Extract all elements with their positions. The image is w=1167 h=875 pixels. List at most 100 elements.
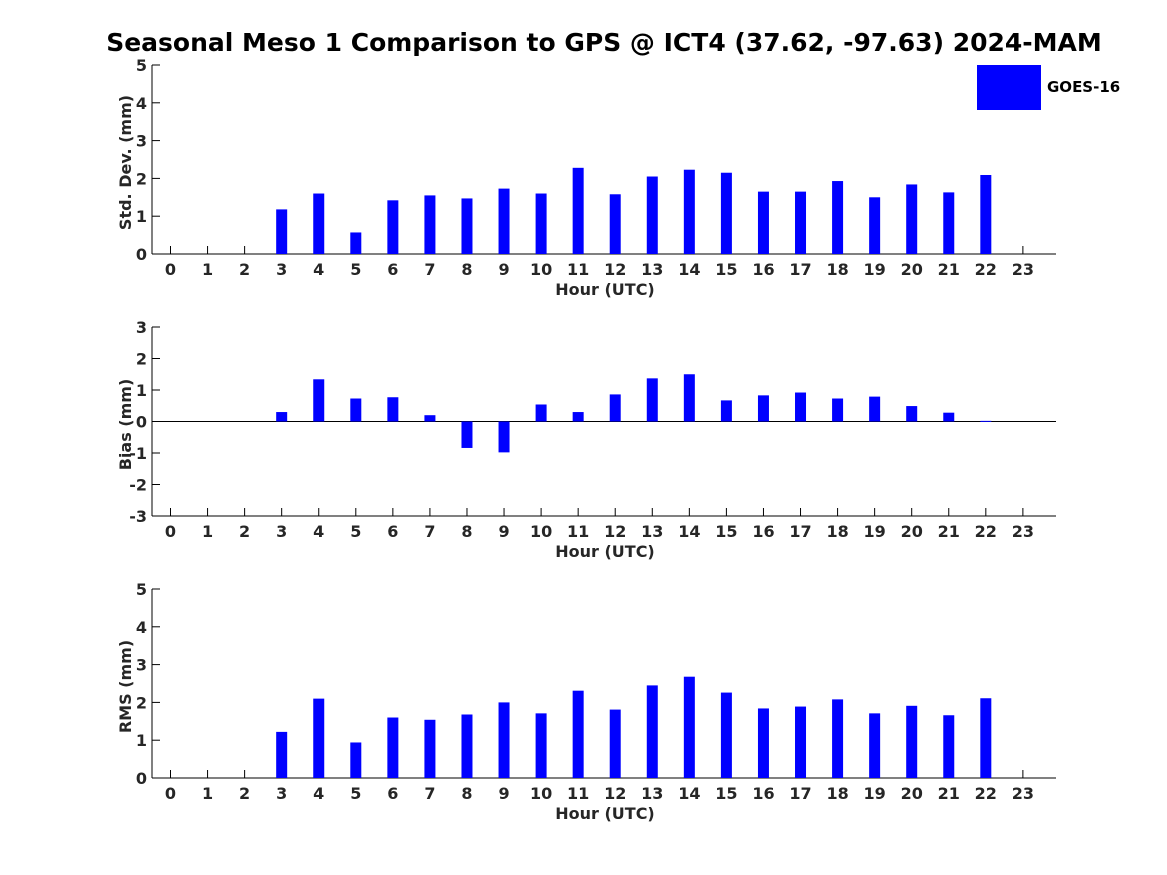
bar-22 <box>980 174 992 254</box>
bar-20 <box>906 184 918 254</box>
bar-12 <box>609 194 621 254</box>
x-tick-label: 1 <box>202 784 213 803</box>
bar-19 <box>869 197 881 254</box>
x-tick-label: 23 <box>1012 784 1034 803</box>
bar-13 <box>646 685 658 778</box>
x-tick-label: 0 <box>165 784 176 803</box>
y-tick-label: 4 <box>136 94 147 113</box>
x-tick-label: 7 <box>424 522 435 541</box>
y-tick-label: 1 <box>136 381 147 400</box>
bar-22 <box>980 698 992 778</box>
bar-15 <box>720 400 732 422</box>
bar-9 <box>498 188 510 254</box>
x-tick-label: 6 <box>387 522 398 541</box>
x-tick-label: 11 <box>567 784 589 803</box>
x-tick-label: 15 <box>715 784 737 803</box>
x-tick-label: 12 <box>604 522 626 541</box>
bar-10 <box>535 193 547 254</box>
y-axis-title: Bias (mm) <box>116 379 135 471</box>
bar-11 <box>572 690 584 778</box>
x-tick-label: 16 <box>752 260 774 279</box>
legend-label: GOES-16 <box>1047 78 1121 96</box>
x-tick-label: 14 <box>678 522 700 541</box>
x-tick-label: 10 <box>530 260 552 279</box>
x-tick-label: 0 <box>165 522 176 541</box>
x-tick-label: 20 <box>901 522 923 541</box>
bar-12 <box>609 394 621 422</box>
x-axis-title: Hour (UTC) <box>555 542 655 561</box>
bar-7 <box>424 719 436 778</box>
bar-6 <box>387 200 399 254</box>
bar-17 <box>795 191 807 254</box>
bar-14 <box>683 374 695 422</box>
x-tick-label: 8 <box>461 260 472 279</box>
legend: GOES-16 <box>977 65 1122 110</box>
x-tick-label: 4 <box>313 522 324 541</box>
bar-5 <box>350 398 362 422</box>
x-tick-label: 0 <box>165 260 176 279</box>
bar-14 <box>683 676 695 778</box>
x-tick-label: 22 <box>975 784 997 803</box>
y-tick-label: 3 <box>136 132 147 151</box>
bar-4 <box>313 193 325 254</box>
x-tick-label: 21 <box>938 260 960 279</box>
bar-17 <box>795 392 807 422</box>
y-tick-label: -1 <box>129 444 147 463</box>
x-tick-label: 18 <box>826 522 848 541</box>
bar-7 <box>424 415 436 422</box>
bar-10 <box>535 713 547 778</box>
x-tick-label: 10 <box>530 522 552 541</box>
y-tick-label: 5 <box>136 56 147 75</box>
x-tick-label: 3 <box>276 784 287 803</box>
y-tick-label: 0 <box>136 245 147 264</box>
x-tick-label: 3 <box>276 260 287 279</box>
x-tick-label: 5 <box>350 522 361 541</box>
y-tick-label: 1 <box>136 731 147 750</box>
x-tick-label: 19 <box>864 522 886 541</box>
bar-16 <box>757 708 769 778</box>
x-tick-label: 7 <box>424 260 435 279</box>
bar-21 <box>943 715 955 778</box>
y-axis-title: Std. Dev. (mm) <box>116 95 135 230</box>
x-tick-label: 10 <box>530 784 552 803</box>
y-tick-label: 4 <box>136 618 147 637</box>
x-tick-label: 23 <box>1012 260 1034 279</box>
y-tick-label: 0 <box>136 413 147 432</box>
x-tick-label: 15 <box>715 522 737 541</box>
y-tick-label: 5 <box>136 580 147 599</box>
bar-5 <box>350 742 362 778</box>
x-tick-label: 11 <box>567 260 589 279</box>
x-tick-label: 22 <box>975 260 997 279</box>
x-tick-label: 23 <box>1012 522 1034 541</box>
x-tick-label: 22 <box>975 522 997 541</box>
bar-9 <box>498 702 510 778</box>
bar-17 <box>795 706 807 778</box>
x-tick-label: 13 <box>641 260 663 279</box>
x-tick-label: 17 <box>789 522 811 541</box>
x-tick-label: 11 <box>567 522 589 541</box>
bar-4 <box>313 379 325 422</box>
bar-5 <box>350 232 362 254</box>
x-tick-label: 2 <box>239 522 250 541</box>
y-tick-label: 3 <box>136 656 147 675</box>
x-tick-label: 13 <box>641 522 663 541</box>
bar-9 <box>498 421 510 453</box>
bar-13 <box>646 176 658 254</box>
bar-3 <box>276 412 288 422</box>
x-tick-label: 15 <box>715 260 737 279</box>
x-tick-label: 1 <box>202 260 213 279</box>
bar-12 <box>609 709 621 778</box>
x-axis-title: Hour (UTC) <box>555 280 655 299</box>
y-tick-label: -3 <box>129 507 147 526</box>
x-tick-label: 18 <box>826 260 848 279</box>
x-tick-label: 6 <box>387 260 398 279</box>
x-tick-label: 20 <box>901 784 923 803</box>
y-tick-label: 0 <box>136 769 147 788</box>
y-tick-label: 2 <box>136 693 147 712</box>
x-tick-label: 13 <box>641 784 663 803</box>
x-tick-label: 8 <box>461 784 472 803</box>
bar-20 <box>906 705 918 778</box>
